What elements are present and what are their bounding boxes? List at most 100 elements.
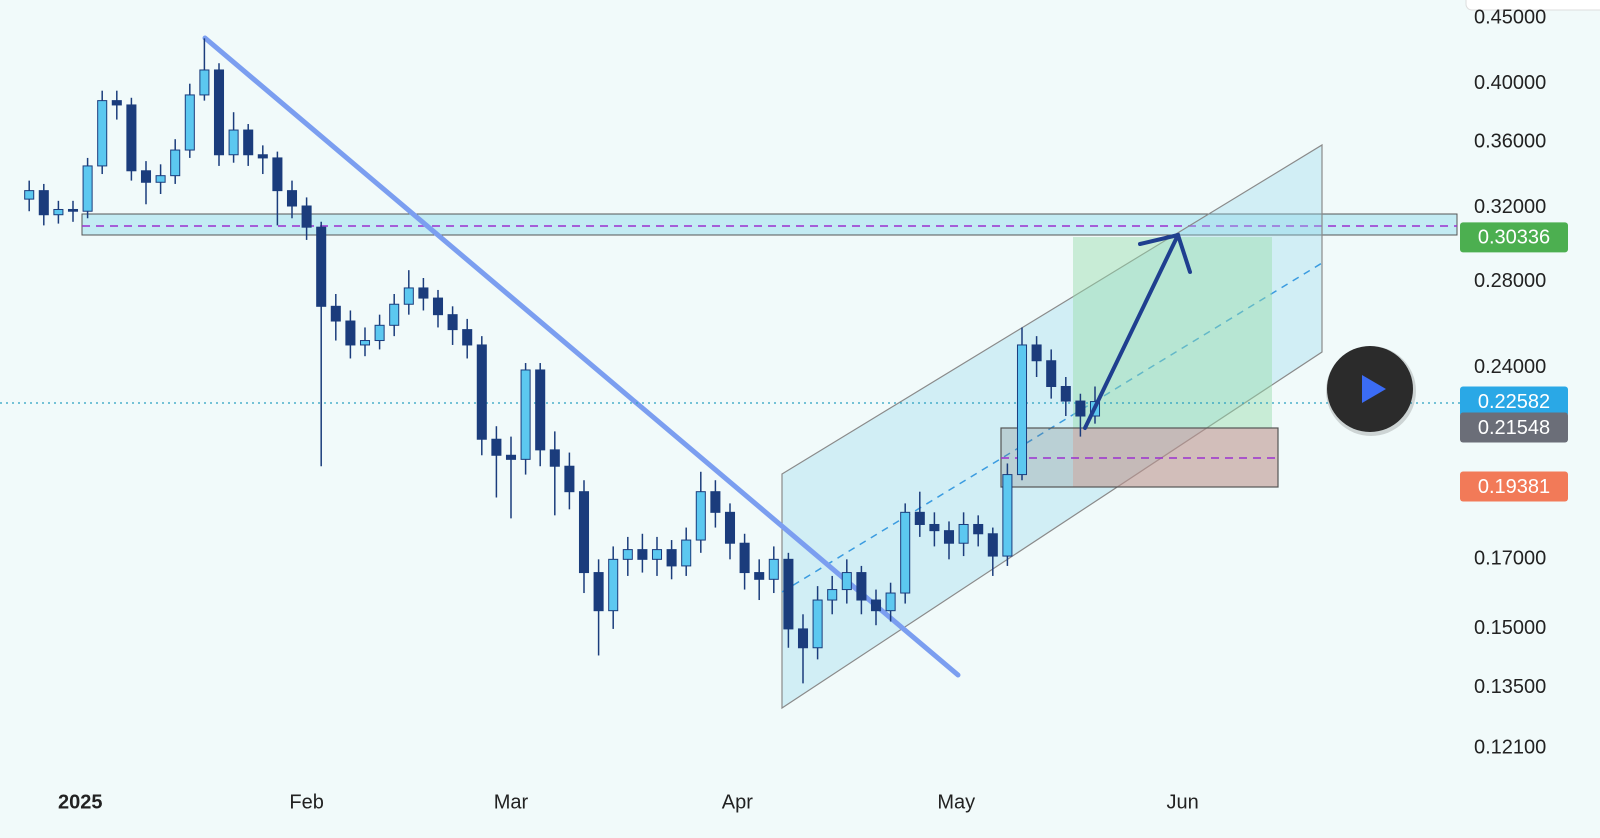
candle-body xyxy=(768,558,779,580)
candle-body xyxy=(345,320,356,346)
candle-body xyxy=(243,129,254,156)
candle-body xyxy=(754,572,765,580)
candle-body xyxy=(900,511,911,594)
candle-body xyxy=(856,572,867,601)
candle-body xyxy=(973,523,984,535)
candle-body xyxy=(330,305,341,322)
candle-body xyxy=(432,297,444,316)
candle-body xyxy=(491,438,502,456)
y-tick-label: 0.13500 xyxy=(1474,676,1546,698)
candle-body xyxy=(126,104,137,172)
candle-body xyxy=(111,100,122,106)
candle-body xyxy=(228,129,239,156)
x-tick-label: May xyxy=(937,791,975,813)
candle-body xyxy=(578,491,590,574)
candle-body xyxy=(870,599,882,612)
candle-body xyxy=(520,369,531,460)
candle-body xyxy=(155,175,166,183)
candle-body xyxy=(593,572,604,612)
price-label: 0.21548 xyxy=(1478,417,1550,439)
candle-body xyxy=(943,530,955,544)
candle-body xyxy=(929,523,940,532)
price-label-box xyxy=(1460,412,1568,443)
candle-body xyxy=(272,157,283,192)
candle-body xyxy=(564,465,575,493)
candle-body xyxy=(885,592,896,612)
candle-body xyxy=(374,324,385,342)
candle-body xyxy=(82,165,93,212)
candle-body xyxy=(476,344,487,440)
y-tick-label: 0.28000 xyxy=(1474,270,1546,292)
candle-body xyxy=(170,149,181,177)
y-tick-label: 0.32000 xyxy=(1474,196,1546,218)
candle-body xyxy=(257,154,268,159)
channel xyxy=(781,143,1323,710)
y-tick-label: 0.45000 xyxy=(1474,7,1546,29)
resistance-zone xyxy=(81,213,1458,236)
x-tick-label: Jun xyxy=(1166,791,1198,813)
candle-body xyxy=(1031,344,1042,362)
arrow-shaft xyxy=(1083,233,1180,430)
candle-body xyxy=(199,69,210,96)
price-label: 0.19381 xyxy=(1478,476,1550,498)
candles xyxy=(24,38,1101,684)
play-icon xyxy=(1362,375,1386,403)
candle-body xyxy=(286,190,298,207)
candle-body xyxy=(535,369,546,451)
target-zone xyxy=(1073,237,1272,428)
x-tick-label: Feb xyxy=(289,791,323,813)
candle-body xyxy=(1002,474,1013,557)
candle-body xyxy=(681,539,692,567)
candle-body xyxy=(67,208,79,212)
x-tick-label: Mar xyxy=(494,791,529,813)
candle-body xyxy=(666,549,677,567)
candle-body xyxy=(724,511,736,544)
candle-body xyxy=(184,94,195,151)
candle-body xyxy=(447,314,458,331)
candle-body xyxy=(1075,400,1086,417)
candle-body xyxy=(301,205,312,228)
candle-body xyxy=(418,287,429,299)
candle-body xyxy=(914,511,925,525)
candle-body xyxy=(841,572,852,591)
candle-body xyxy=(797,628,809,649)
candle-body xyxy=(1016,344,1028,476)
downtrend-line xyxy=(202,35,961,678)
x-tick-label: Apr xyxy=(722,791,753,813)
candle-body xyxy=(549,449,560,467)
candle-body xyxy=(316,226,327,307)
arrow-head xyxy=(1138,232,1192,274)
candle-body xyxy=(505,454,517,460)
candle-body xyxy=(213,69,225,156)
y-tick-label: 0.40000 xyxy=(1474,72,1546,94)
candle-body xyxy=(38,190,49,216)
arrow xyxy=(1083,232,1192,430)
y-tick-label: 0.15000 xyxy=(1474,617,1546,639)
x-tick-label: 2025 xyxy=(58,791,103,813)
drawings xyxy=(0,35,1460,710)
candle-body xyxy=(1046,360,1057,387)
candle-body xyxy=(783,558,794,630)
candle-body xyxy=(710,491,721,513)
candle-body xyxy=(987,533,998,557)
candle-body xyxy=(53,208,64,216)
candle-body xyxy=(622,549,633,560)
candle-body xyxy=(24,190,35,200)
price-label-box xyxy=(1460,222,1568,253)
y-tick-label: 0.24000 xyxy=(1474,356,1546,378)
corner-widget xyxy=(1465,0,1600,11)
price-label-box xyxy=(1460,386,1568,417)
y-tick-label: 0.36000 xyxy=(1474,131,1546,153)
candle-body xyxy=(958,523,969,544)
price-label-box xyxy=(1460,471,1568,502)
candle-body xyxy=(739,542,750,574)
candle-body xyxy=(403,287,414,305)
candle-body xyxy=(1060,385,1071,402)
candle-body xyxy=(637,549,648,560)
candle-body xyxy=(389,303,400,326)
candle-body xyxy=(651,549,663,560)
y-tick-label: 0.17000 xyxy=(1474,548,1546,570)
candle-body xyxy=(140,170,152,183)
play-button[interactable] xyxy=(1326,346,1416,436)
